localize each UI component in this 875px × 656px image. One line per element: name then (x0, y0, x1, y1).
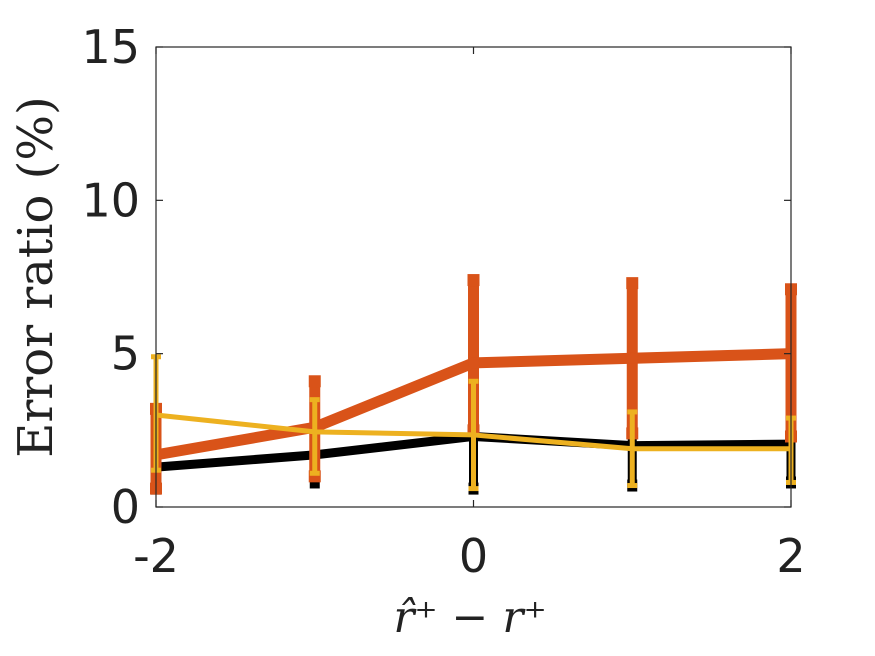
y-tick-label: 0 (111, 480, 140, 534)
x-tick-label: -2 (133, 529, 179, 583)
x-tick-label: 0 (459, 529, 488, 583)
series-layer (150, 274, 797, 495)
data-point (626, 352, 638, 364)
y-tick-label: 10 (81, 173, 140, 227)
x-tick-label: 2 (776, 529, 805, 583)
data-point (312, 429, 318, 435)
data-point (468, 357, 479, 369)
y-axis-label: Error ratio (%) (8, 96, 64, 457)
data-point (629, 446, 635, 452)
y-tick-label: 15 (81, 20, 140, 74)
x-axis-label: r̂⁺ − r⁺ (393, 592, 546, 643)
y-tick-label: 5 (111, 327, 140, 381)
data-point (471, 432, 476, 438)
